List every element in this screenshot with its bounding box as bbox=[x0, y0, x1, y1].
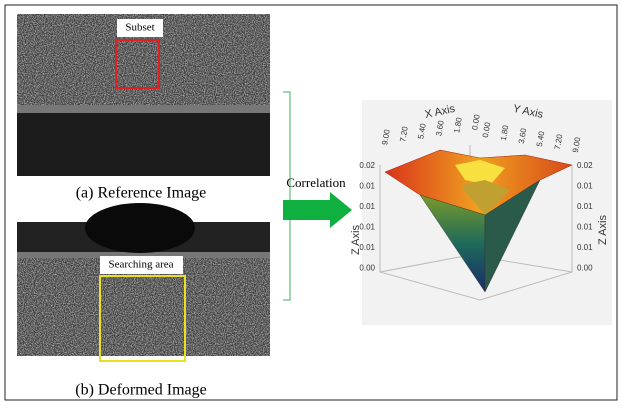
subset-label: Subset bbox=[125, 22, 154, 34]
axis-title: Z Axis bbox=[597, 215, 609, 245]
tick-label: 0.02 bbox=[577, 161, 593, 170]
tick-label: 0.00 bbox=[577, 264, 593, 273]
tick-label: 0.01 bbox=[577, 202, 593, 211]
caption: (a) Reference Image bbox=[76, 185, 207, 202]
bracket bbox=[283, 92, 290, 300]
tick-label: 0.01 bbox=[577, 243, 593, 252]
caption: (b) Deformed Image bbox=[75, 382, 207, 399]
axis-title: Z Axis bbox=[350, 225, 362, 255]
tick-label: 0.01 bbox=[577, 223, 593, 232]
tick-label: 0.02 bbox=[359, 161, 375, 170]
tick-label: 0.01 bbox=[577, 182, 593, 191]
reference-image: Subset bbox=[17, 14, 270, 176]
search-label: Searching area bbox=[108, 259, 173, 271]
deformed-image: Searching area bbox=[17, 203, 270, 361]
tick-label: 0.00 bbox=[359, 264, 375, 273]
figure: Subset (a) Reference Image Searching are… bbox=[0, 0, 622, 403]
arrow-label: Correlation bbox=[286, 175, 346, 190]
tick-label: 0.01 bbox=[359, 202, 375, 211]
arrow bbox=[283, 192, 352, 228]
tick-label: 0.01 bbox=[359, 182, 375, 191]
